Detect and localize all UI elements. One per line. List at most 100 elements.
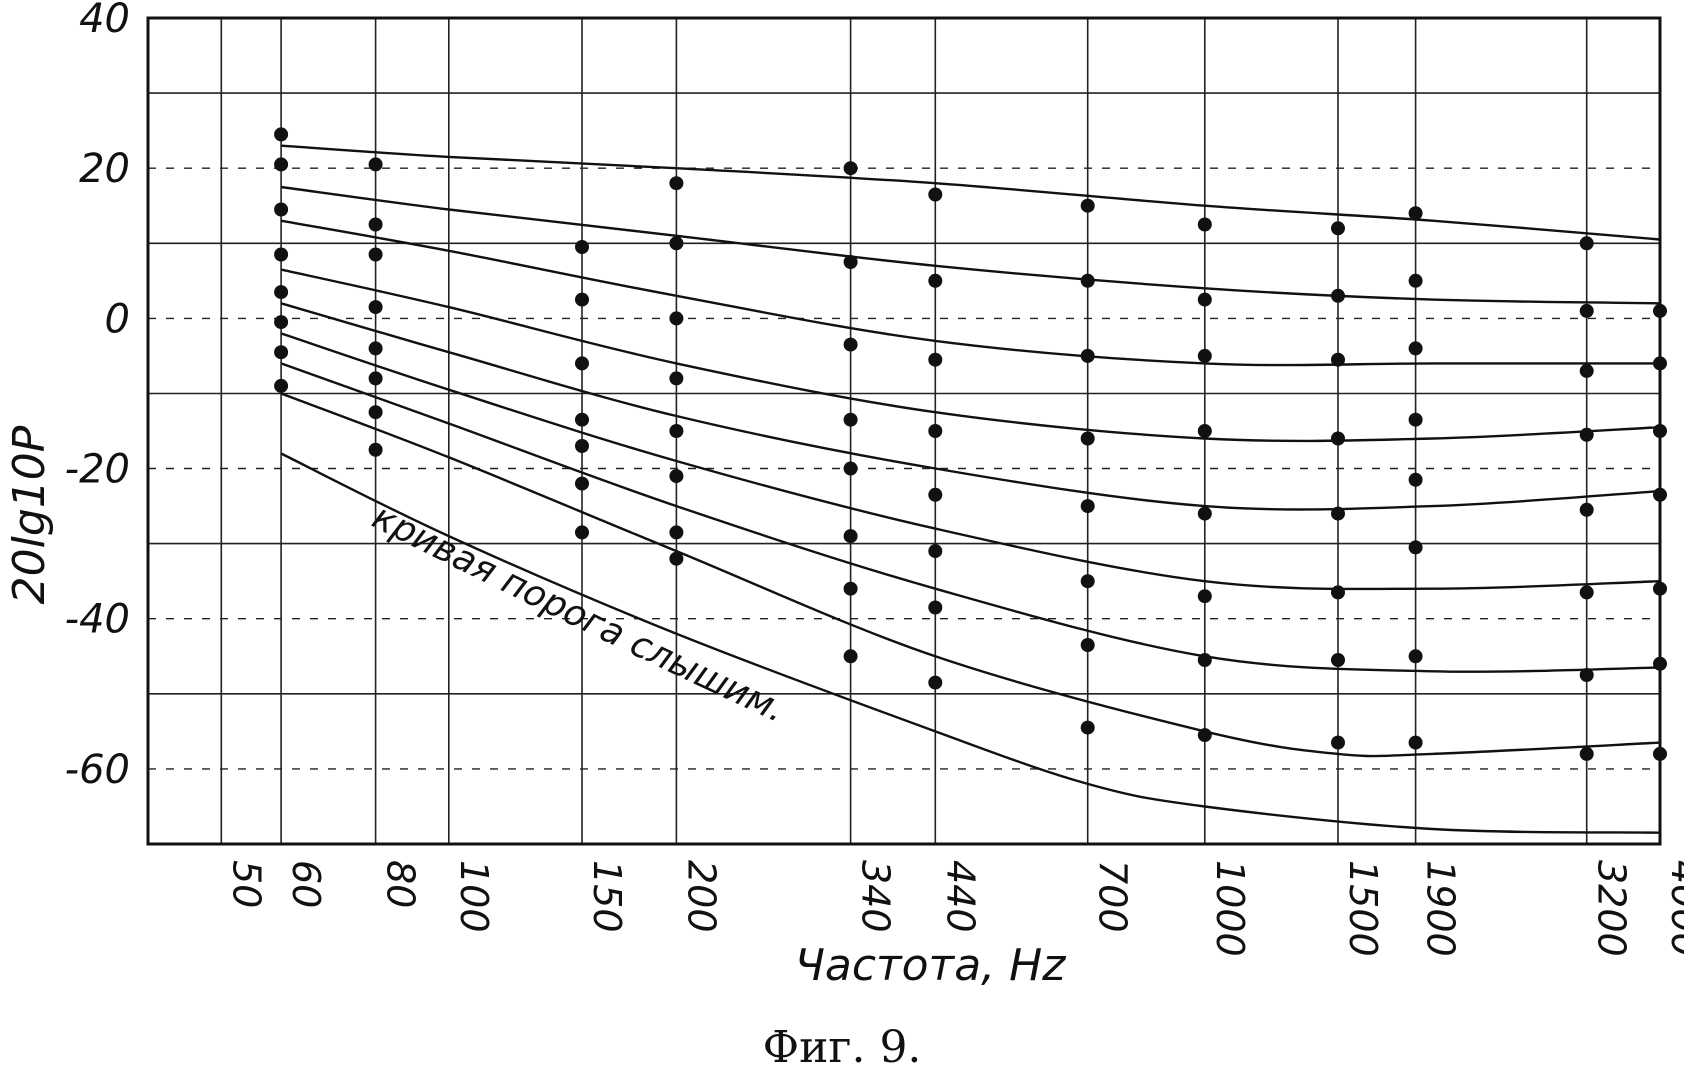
data-point-3200-81 [1579, 363, 1594, 378]
data-point-340-31 [843, 161, 858, 176]
data-point-700-47 [1080, 198, 1095, 213]
data-point-1500-64 [1331, 288, 1345, 303]
data-point-150-18 [575, 356, 589, 371]
data-point-1000-61 [1197, 653, 1212, 667]
data-point-700-50 [1080, 431, 1095, 446]
data-point-1000-56 [1197, 292, 1212, 307]
data-point-340-36 [843, 529, 858, 544]
data-point-440-42 [928, 424, 943, 438]
data-point-340-38 [843, 649, 858, 664]
data-point-60-3 [274, 247, 289, 262]
figure-caption: Фиг. 9. [763, 1022, 922, 1073]
data-point-3200-80 [1579, 303, 1594, 318]
x-tick-1900: 1900 [1419, 860, 1463, 957]
data-point-80-14 [368, 405, 383, 420]
data-point-1900-71 [1408, 206, 1423, 221]
data-point-60-4 [274, 285, 289, 300]
data-point-1900-77 [1408, 649, 1423, 664]
x-tick-labels: 50 60 80 100 150 200 340 440 700 1000 1500 1900 3200… [224, 860, 1684, 957]
data-point-60-5 [274, 315, 289, 330]
y-tick--60: -60 [65, 747, 130, 793]
x-tick-200: 200 [679, 860, 723, 933]
data-point-80-10 [368, 247, 383, 262]
data-point-1900-74 [1408, 412, 1423, 427]
data-point-200-24 [669, 236, 684, 251]
y-tick-0: 0 [105, 296, 130, 342]
x-tick-1000: 1000 [1208, 860, 1252, 957]
x-tick-440: 440 [938, 860, 982, 933]
x-tick-60: 60 [284, 860, 328, 908]
x-tick-100: 100 [452, 860, 496, 933]
data-point-80-9 [368, 217, 383, 232]
data-point-1000-60 [1197, 589, 1212, 604]
curve-3 [280, 219, 1660, 367]
data-point-60-7 [274, 378, 289, 393]
y-tick-20: 20 [79, 146, 130, 192]
data-point-440-45 [928, 600, 943, 615]
data-point-200-26 [669, 371, 684, 386]
x-tick-340: 340 [854, 860, 898, 933]
x-tick-80: 80 [379, 860, 423, 908]
data-point-440-39 [928, 187, 943, 202]
data-point-80-12 [368, 341, 383, 356]
x-tick-1500: 1500 [1341, 860, 1385, 957]
x-tick-50: 50 [224, 860, 268, 908]
data-point-200-28 [669, 469, 684, 484]
data-point-150-16 [575, 240, 589, 254]
data-point-200-30 [669, 551, 684, 566]
curve-9 [280, 452, 1661, 834]
y-tick-40: 40 [79, 0, 130, 42]
data-point-80-15 [368, 442, 383, 457]
data-point-3200-79 [1579, 236, 1594, 251]
data-point-60-0 [274, 127, 289, 142]
data-point-150-21 [575, 476, 589, 491]
data-point-200-25 [669, 311, 684, 326]
data-point-440-44 [928, 544, 943, 559]
data-point-1500-70 [1331, 735, 1345, 750]
x-tick-4000: 4000 [1663, 860, 1684, 957]
curve-5 [280, 302, 1661, 511]
curves [280, 144, 1661, 834]
data-point-700-53 [1080, 638, 1095, 652]
data-point-1900-78 [1408, 735, 1423, 750]
data-point-700-49 [1080, 348, 1095, 363]
plot-frame [146, 16, 1662, 846]
x-tick-3200: 3200 [1590, 860, 1634, 957]
y-tick--40: -40 [65, 597, 130, 643]
data-point-3200-84 [1579, 585, 1594, 600]
data-point-340-32 [843, 255, 858, 269]
data-point-1900-73 [1408, 341, 1423, 356]
data-point-700-54 [1080, 720, 1095, 735]
data-point-340-37 [843, 581, 858, 596]
data-point-150-22 [575, 525, 589, 540]
data-point-700-51 [1080, 499, 1095, 514]
data-point-3200-86 [1579, 746, 1594, 761]
curve-6 [280, 332, 1661, 591]
curve-7 [280, 362, 1661, 673]
data-point-1500-66 [1331, 431, 1345, 446]
y-tick--20: -20 [65, 447, 130, 493]
data-point-1000-55 [1197, 217, 1212, 232]
data-points [274, 127, 1667, 761]
curve-1 [281, 144, 1661, 241]
data-point-1000-58 [1197, 424, 1212, 438]
data-point-60-1 [274, 157, 289, 172]
data-point-1500-63 [1331, 221, 1345, 236]
data-point-1000-62 [1197, 728, 1212, 743]
data-point-150-19 [575, 412, 589, 427]
x-axis-title: Частота, Hz [795, 940, 1067, 991]
data-point-1500-69 [1331, 653, 1345, 667]
x-tick-150: 150 [585, 860, 629, 933]
data-point-80-8 [368, 157, 383, 172]
data-point-700-52 [1080, 574, 1095, 589]
data-point-150-17 [575, 292, 589, 307]
data-point-700-48 [1080, 273, 1095, 288]
curve-2 [280, 185, 1661, 305]
data-point-440-46 [928, 675, 943, 690]
data-point-340-33 [843, 337, 858, 352]
data-point-1000-59 [1197, 506, 1212, 521]
data-point-440-43 [928, 487, 943, 502]
data-point-150-20 [575, 439, 589, 453]
data-point-200-23 [669, 176, 684, 191]
